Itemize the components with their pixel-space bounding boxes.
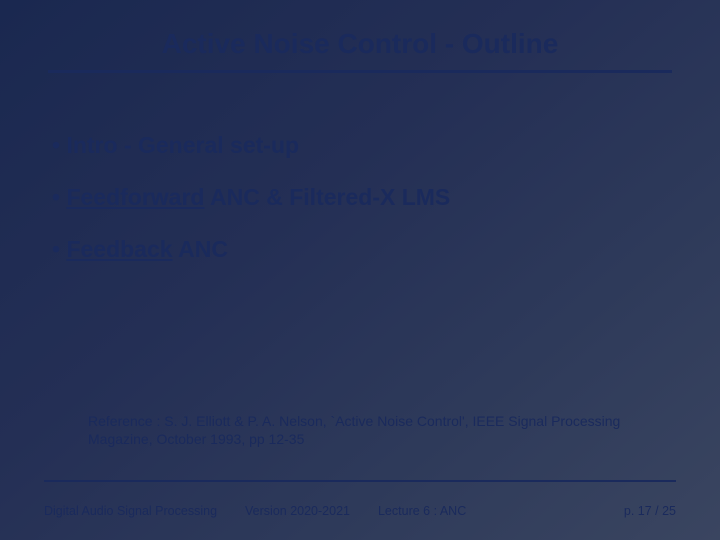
bullet-rest: Intro - General set-up <box>66 132 299 158</box>
bullet-underlined: Feedforward <box>66 184 204 210</box>
slide: Active Noise Control - Outline Intro - G… <box>0 0 720 540</box>
footer-version: Version 2020-2021 <box>245 504 350 518</box>
bullet-underlined: Feedback <box>66 236 172 262</box>
footer: Digital Audio Signal Processing Version … <box>44 504 676 518</box>
footer-lecture: Lecture 6 : ANC <box>378 504 624 518</box>
bullet-item: Feedforward ANC & Filtered-X LMS <box>52 183 672 213</box>
title-divider <box>48 70 672 73</box>
bullet-item: Intro - General set-up <box>52 131 672 161</box>
slide-title: Active Noise Control - Outline <box>48 28 672 60</box>
bullet-item: Feedback ANC <box>52 235 672 265</box>
bullet-rest: ANC & Filtered-X LMS <box>204 184 450 210</box>
footer-page: p. 17 / 25 <box>624 504 676 518</box>
bullet-rest: ANC <box>173 236 228 262</box>
footer-course: Digital Audio Signal Processing <box>44 504 217 518</box>
bullet-list: Intro - General set-up Feedforward ANC &… <box>48 131 672 265</box>
footer-divider <box>44 480 676 482</box>
reference-text: Reference : S. J. Elliott & P. A. Nelson… <box>88 412 650 448</box>
